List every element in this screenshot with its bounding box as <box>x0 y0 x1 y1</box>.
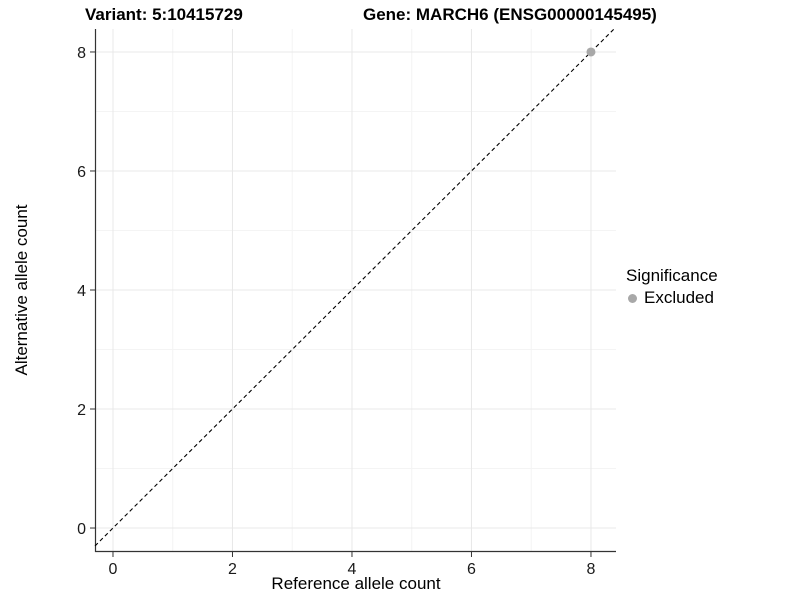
x-tick-label: 4 <box>348 561 357 578</box>
plot-canvas: 0 2 4 6 8 0 2 4 6 8 <box>77 28 616 578</box>
legend-title: Significance <box>626 266 718 285</box>
y-tick-label: 6 <box>77 164 86 181</box>
x-tick-label: 6 <box>467 561 476 578</box>
x-tick-label: 8 <box>587 561 596 578</box>
legend-item-excluded: Excluded <box>626 288 718 308</box>
legend-point-icon <box>628 293 637 303</box>
plot-panel: 0 2 4 6 8 0 2 4 6 8 <box>77 28 616 578</box>
x-tick-label: 2 <box>228 561 237 578</box>
legend-item-label: Excluded <box>644 288 714 307</box>
y-tick-label: 0 <box>77 521 86 538</box>
legend: Significance Excluded <box>626 266 718 308</box>
gene-title: Gene: MARCH6 (ENSG00000145495) <box>363 5 657 24</box>
x-axis-title: Reference allele count <box>271 574 441 593</box>
identity-line <box>94 28 615 547</box>
y-tick-label: 2 <box>77 402 86 419</box>
data-point <box>586 47 596 57</box>
x-tick-label: 0 <box>109 561 118 578</box>
variant-title: Variant: 5:10415729 <box>85 5 243 24</box>
y-tick-label: 4 <box>77 283 86 300</box>
y-tick-label: 8 <box>77 45 86 62</box>
y-axis-title: Alternative allele count <box>12 204 31 376</box>
